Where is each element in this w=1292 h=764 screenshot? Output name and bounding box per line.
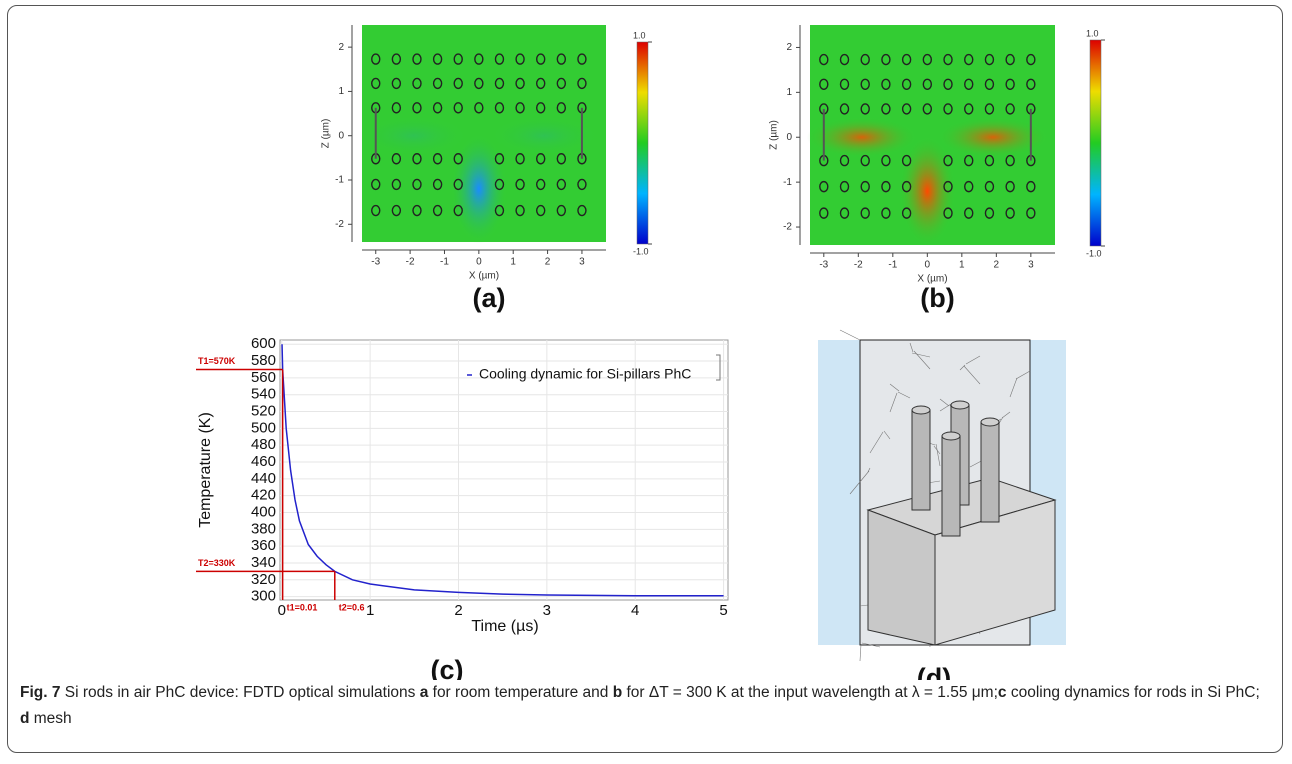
y-tick-label: -2 [335, 219, 344, 230]
y-tick-label: 340 [251, 554, 276, 571]
x-tick-label: 2 [994, 260, 1000, 271]
colorbar [637, 42, 648, 244]
pillar [912, 410, 930, 510]
x-tick-label: 3 [1028, 260, 1034, 271]
pillar-top [942, 432, 960, 440]
y-tick-label: 2 [786, 42, 792, 53]
y-axis-label: Z (µm) [321, 119, 332, 149]
page: -2 -1 0 1 2 -3 -2 -1 0 1 2 3 X (µm) Z (µm) 1.0 -1.0 (a) -… [0, 0, 1292, 764]
panel-label: (d) [917, 663, 951, 680]
y-tick-label: 580 [251, 352, 276, 369]
y-tick-label: 0 [786, 132, 792, 143]
x-tick-label: 3 [579, 257, 585, 268]
caption-segment: c [998, 684, 1007, 701]
figure: -2 -1 0 1 2 -3 -2 -1 0 1 2 3 X (µm) Z (µm) 1.0 -1.0 (a) -… [0, 0, 1292, 680]
panel-label: (c) [431, 655, 464, 680]
x-tick-label: 2 [454, 602, 462, 619]
caption-segment: Si rods in air PhC device: FDTD optical … [60, 684, 419, 701]
colorbar-label: 1.0 [1086, 28, 1099, 38]
caption-segment: for ΔT = 300 K at the input wavelength a… [622, 684, 998, 701]
pillar [942, 436, 960, 536]
x-tick-label: -3 [819, 260, 828, 271]
x-tick-label: 1 [510, 257, 516, 268]
caption-segment: mesh [29, 710, 71, 727]
x-tick-label: 0 [278, 602, 286, 619]
x-tick-label: 0 [476, 257, 482, 268]
colorbar-label: -1.0 [633, 246, 649, 256]
y-axis-label: Temperature (K) [197, 412, 214, 528]
pillar-top [912, 406, 930, 414]
y-tick-label: 1 [338, 86, 344, 97]
y-tick-label: -1 [783, 177, 792, 188]
caption-segment: for room temperature and [428, 684, 612, 701]
x-tick-label: -1 [440, 257, 449, 268]
y-tick-label: -2 [783, 222, 792, 233]
guide-x-label: t2=0.6 [339, 602, 365, 612]
x-tick-label: 4 [631, 602, 639, 619]
caption: Fig. 7 Si rods in air PhC device: FDTD o… [20, 680, 1270, 732]
y-tick-label: 560 [251, 369, 276, 386]
y-tick-label: 2 [338, 42, 344, 53]
guide-y-label: T2=330K [198, 558, 236, 568]
y-tick-label: 380 [251, 520, 276, 537]
y-tick-label: 1 [786, 87, 792, 98]
x-tick-label: 1 [959, 260, 965, 271]
y-tick-label: 360 [251, 537, 276, 554]
y-tick-label: 300 [251, 588, 276, 605]
colorbar-label: -1.0 [1086, 248, 1102, 258]
y-tick-label: 500 [251, 419, 276, 436]
mesh-edge [840, 330, 860, 340]
y-tick-label: 0 [338, 130, 344, 141]
y-axis-label: Z (µm) [769, 120, 780, 150]
x-tick-label: -2 [854, 260, 863, 271]
y-tick-label: 460 [251, 453, 276, 470]
y-tick-label: 420 [251, 487, 276, 504]
y-tick-label: 480 [251, 436, 276, 453]
x-tick-label: 2 [545, 257, 551, 268]
guide-x-label: t1=0.01 [287, 602, 318, 612]
pillar-top [981, 418, 999, 426]
y-tick-label: 400 [251, 503, 276, 520]
y-tick-label: 540 [251, 386, 276, 403]
colorbar [1090, 40, 1101, 246]
guide-y-label: T1=570K [198, 356, 236, 366]
pillar [981, 422, 999, 522]
colorbar-label: 1.0 [633, 30, 646, 40]
legend-label: Cooling dynamic for Si-pillars PhC [479, 366, 691, 382]
mesh-edge [860, 644, 861, 661]
caption-segment: b [613, 684, 622, 701]
caption-segment: Fig. 7 [20, 684, 60, 701]
x-axis-label: Time (µs) [471, 618, 538, 635]
x-tick-label: 0 [925, 260, 931, 271]
x-tick-label: -1 [888, 260, 897, 271]
x-tick-label: -3 [371, 257, 380, 268]
y-tick-label: 520 [251, 402, 276, 419]
caption-segment: cooling dynamics for rods in Si PhC; [1007, 684, 1260, 701]
x-tick-label: 1 [366, 602, 374, 619]
panel-label: (a) [473, 283, 506, 313]
y-tick-label: 320 [251, 571, 276, 588]
x-tick-label: -2 [406, 257, 415, 268]
y-tick-label: 600 [251, 335, 276, 352]
panel-label: (b) [920, 283, 954, 313]
pillar-top [951, 401, 969, 409]
x-tick-label: 3 [543, 602, 551, 619]
y-tick-label: -1 [335, 175, 344, 186]
x-tick-label: 5 [719, 602, 727, 619]
x-axis-label: X (µm) [469, 271, 499, 282]
y-tick-label: 440 [251, 470, 276, 487]
